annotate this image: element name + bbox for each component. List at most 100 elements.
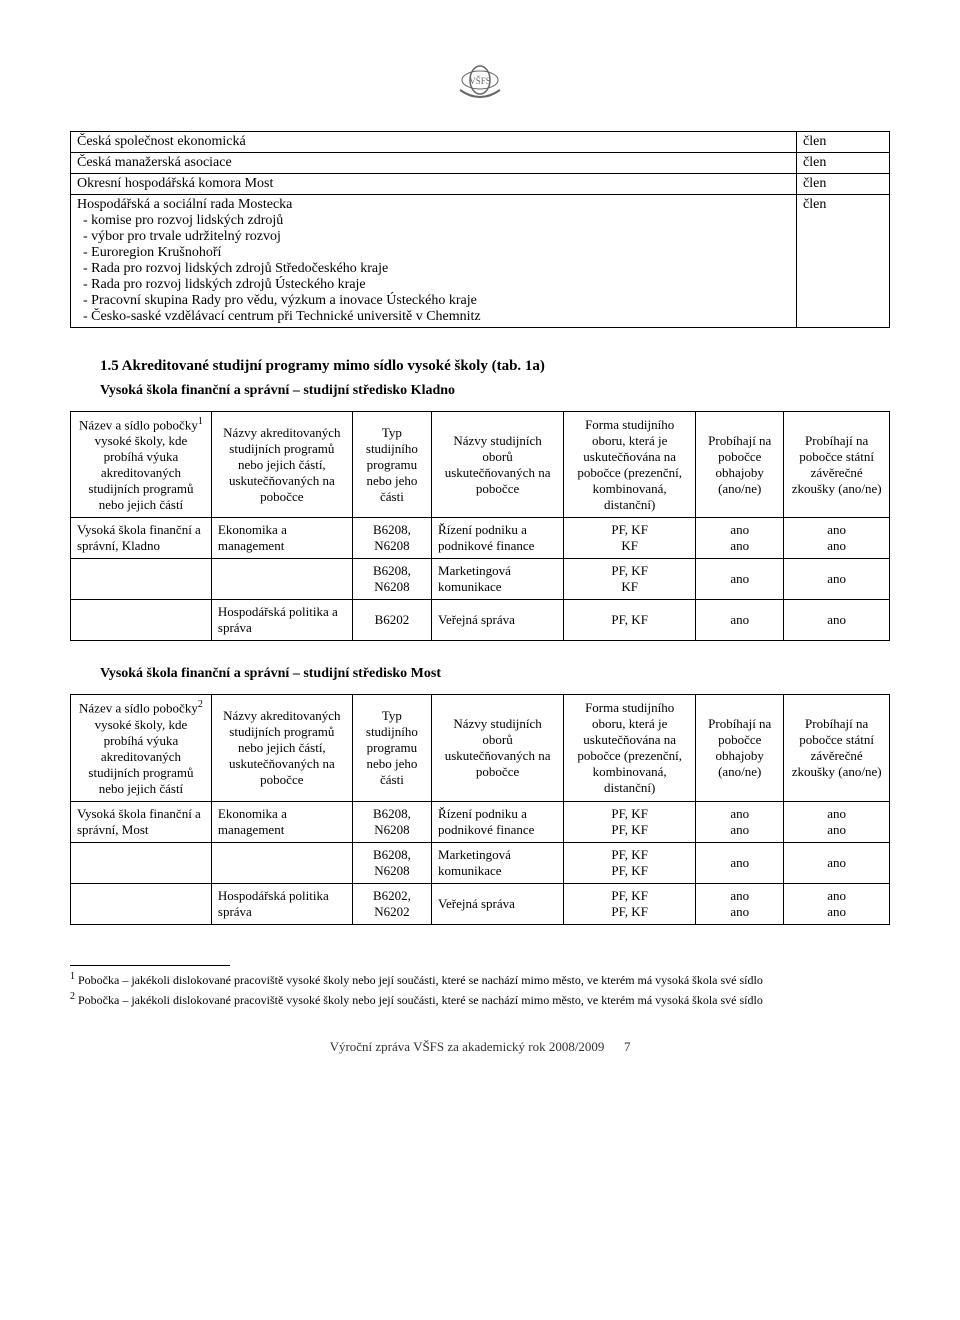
table-cell: PF, KFKF [564, 518, 696, 559]
table-cell: B6202 [352, 600, 431, 641]
col-header: Probíhají na pobočce státní závěrečné zk… [784, 412, 890, 518]
table-cell: ano [696, 559, 784, 600]
list-item: Rada pro rozvoj lidských zdrojů Ústeckéh… [97, 277, 790, 293]
table-cell: anoano [696, 518, 784, 559]
list-item: komise pro rozvoj lidských zdrojů [97, 213, 790, 229]
table-cell [71, 883, 212, 924]
page-number: 7 [624, 1039, 631, 1054]
table-cell: anoano [784, 518, 890, 559]
table-row: Vysoká škola finanční a správní, MostEko… [71, 801, 890, 842]
col-header: Forma studijního oboru, která je uskuteč… [564, 412, 696, 518]
table-cell: PF, KFPF, KF [564, 842, 696, 883]
org-status: člen [797, 153, 890, 174]
col-header: Název a sídlo pobočky2 vysoké školy, kde… [71, 695, 212, 801]
table-cell: anoano [696, 801, 784, 842]
table-cell: ano [784, 559, 890, 600]
table-cell: ano [696, 842, 784, 883]
table-cell [211, 559, 352, 600]
table-cell: PF, KF [564, 600, 696, 641]
table-row: Česká společnost ekonomickáčlen [71, 132, 890, 153]
org-label: Česká společnost ekonomická [71, 132, 797, 153]
table-cell: Hospodářská politika správa [211, 883, 352, 924]
list-item: Euroregion Krušnohoří [97, 245, 790, 261]
col-header: Názvy akreditovaných studijních programů… [211, 412, 352, 518]
subsection-most: Vysoká škola finanční a správní – studij… [100, 666, 890, 682]
col-header: Názvy akreditovaných studijních programů… [211, 695, 352, 801]
col-header: Název a sídlo pobočky1 vysoké školy, kde… [71, 412, 212, 518]
table-cell: Ekonomika a management [211, 518, 352, 559]
col-header: Probíhají na pobočce státní závěrečné zk… [784, 695, 890, 801]
list-item: Pracovní skupina Rady pro vědu, výzkum a… [97, 293, 790, 309]
footnote-separator [70, 965, 230, 966]
membership-table: Česká společnost ekonomickáčlen Česká ma… [70, 131, 890, 328]
table-cell [71, 559, 212, 600]
subsection-kladno: Vysoká škola finanční a správní – studij… [100, 383, 890, 399]
table-header-row: Název a sídlo pobočky2 vysoké školy, kde… [71, 695, 890, 801]
table-cell: Ekonomika a management [211, 801, 352, 842]
list-item: výbor pro trvale udržitelný rozvoj [97, 229, 790, 245]
col-header: Názvy studijních oborů uskutečňovaných n… [432, 695, 564, 801]
table-row: Okresní hospodářská komora Mostčlen [71, 174, 890, 195]
table-cell: Řízení podniku a podnikové finance [432, 518, 564, 559]
table-cell: B6208, N6208 [352, 842, 431, 883]
table-cell: ano [696, 600, 784, 641]
table-cell: ano [784, 600, 890, 641]
table-header-row: Název a sídlo pobočky1 vysoké školy, kde… [71, 412, 890, 518]
svg-text:VŠFS: VŠFS [469, 76, 491, 86]
org-sub-list: komise pro rozvoj lidských zdrojů výbor … [77, 213, 790, 325]
org-main-label: Hospodářská a sociální rada Mostecka [77, 197, 292, 212]
col-header: Probíhají na pobočce obhajoby (ano/ne) [696, 695, 784, 801]
kladno-table: Název a sídlo pobočky1 vysoké školy, kde… [70, 411, 890, 641]
col-header: Forma studijního oboru, která je uskuteč… [564, 695, 696, 801]
table-cell: anoano [696, 883, 784, 924]
table-cell: Veřejná správa [432, 600, 564, 641]
footnote-1: 1 Pobočka – jakékoli dislokované pracovi… [70, 970, 890, 989]
footer-text: Výroční zpráva VŠFS za akademický rok 20… [330, 1039, 605, 1054]
table-cell [71, 600, 212, 641]
col-header: Názvy studijních oborů uskutečňovaných n… [432, 412, 564, 518]
table-cell: Veřejná správa [432, 883, 564, 924]
page-footer: Výroční zpráva VŠFS za akademický rok 20… [70, 1039, 890, 1055]
table-row: B6208, N6208Marketingová komunikacePF, K… [71, 559, 890, 600]
list-item: Česko-saské vzdělávací centrum při Techn… [97, 309, 790, 325]
table-cell: PF, KFPF, KF [564, 801, 696, 842]
table-cell: anoano [784, 883, 890, 924]
col-header: Typ studijního programu nebo jeho části [352, 695, 431, 801]
table-cell: B6208, N6208 [352, 559, 431, 600]
table-cell: B6208, N6208 [352, 801, 431, 842]
table-cell [211, 842, 352, 883]
footnotes: 1 Pobočka – jakékoli dislokované pracovi… [70, 970, 890, 1009]
table-cell: B6202, N6202 [352, 883, 431, 924]
table-cell: Marketingová komunikace [432, 559, 564, 600]
org-label: Česká manažerská asociace [71, 153, 797, 174]
table-row: Hospodářská politika a správaB6202Veřejn… [71, 600, 890, 641]
org-label: Okresní hospodářská komora Most [71, 174, 797, 195]
table-cell: Vysoká škola finanční a správní, Most [71, 801, 212, 842]
col-header: Typ studijního programu nebo jeho části [352, 412, 431, 518]
table-cell: Marketingová komunikace [432, 842, 564, 883]
table-row: Česká manažerská asociacečlen [71, 153, 890, 174]
list-item: Rada pro rozvoj lidských zdrojů Středoče… [97, 261, 790, 277]
table-row: B6208, N6208Marketingová komunikacePF, K… [71, 842, 890, 883]
org-label: Hospodářská a sociální rada Mostecka kom… [71, 195, 797, 328]
table-row: Vysoká škola finanční a správní, KladnoE… [71, 518, 890, 559]
table-cell: anoano [784, 801, 890, 842]
section-heading: 1.5 Akreditované studijní programy mimo … [100, 358, 890, 375]
header-logo: VŠFS [70, 60, 890, 111]
col-header: Probíhají na pobočce obhajoby (ano/ne) [696, 412, 784, 518]
table-row: Hospodářská politika správaB6202, N6202V… [71, 883, 890, 924]
table-cell [71, 842, 212, 883]
most-table: Název a sídlo pobočky2 vysoké školy, kde… [70, 694, 890, 924]
table-cell: PF, KFKF [564, 559, 696, 600]
org-status: člen [797, 132, 890, 153]
footnote-2: 2 Pobočka – jakékoli dislokované pracovi… [70, 990, 890, 1009]
table-cell: ano [784, 842, 890, 883]
table-cell: Řízení podniku a podnikové finance [432, 801, 564, 842]
table-row: Hospodářská a sociální rada Mostecka kom… [71, 195, 890, 328]
table-cell: Vysoká škola finanční a správní, Kladno [71, 518, 212, 559]
table-cell: B6208, N6208 [352, 518, 431, 559]
table-cell: Hospodářská politika a správa [211, 600, 352, 641]
org-status: člen [797, 195, 890, 328]
table-cell: PF, KFPF, KF [564, 883, 696, 924]
org-status: člen [797, 174, 890, 195]
